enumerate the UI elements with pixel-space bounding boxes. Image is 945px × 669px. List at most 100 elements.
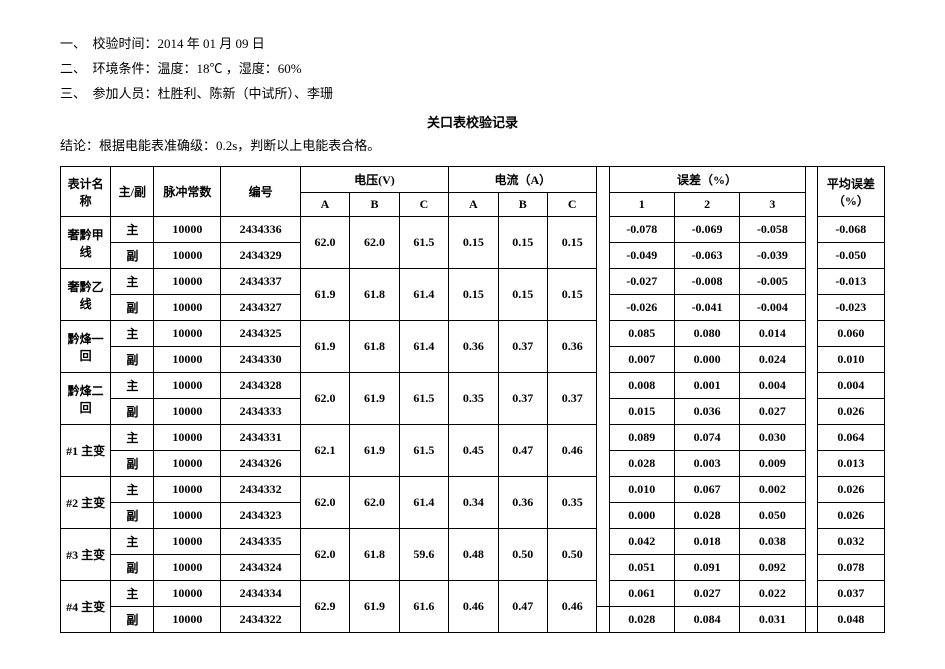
hdr-pulse: 脉冲常数 <box>154 167 221 217</box>
cell-id: 2434332 <box>221 477 300 503</box>
cell-role: 副 <box>111 399 154 425</box>
cell-value: 61.9 <box>350 425 399 477</box>
cell-name: #4 主变 <box>61 581 111 633</box>
cell-pulse: 10000 <box>154 217 221 243</box>
cell-avg: 0.026 <box>817 399 884 425</box>
table-row: #4 主变主10000243433462.961.961.60.460.470.… <box>61 581 885 607</box>
hdr-current: 电流（A） <box>449 167 597 193</box>
cell-value: 0.45 <box>449 425 498 477</box>
gap-cell <box>597 269 609 295</box>
meta-value: 2014 年 01 月 09 日 <box>158 36 265 51</box>
cell-error: -0.049 <box>609 243 674 269</box>
cell-value: 0.35 <box>548 477 597 529</box>
cell-value: 61.6 <box>399 581 448 633</box>
cell-error: 0.000 <box>609 503 674 529</box>
hdr-avg: 平均误差（%） <box>817 167 884 217</box>
cell-avg: 0.037 <box>817 581 884 607</box>
cell-id: 2434337 <box>221 269 300 295</box>
cell-value: 0.15 <box>548 269 597 321</box>
cell-error: 0.080 <box>674 321 739 347</box>
cell-value: 0.37 <box>548 373 597 425</box>
cell-value: 0.46 <box>548 425 597 477</box>
cell-error: -0.058 <box>740 217 805 243</box>
gap-cell <box>805 243 817 269</box>
cell-avg: 0.010 <box>817 347 884 373</box>
hdr-aB: B <box>498 193 547 217</box>
cell-value: 0.15 <box>449 217 498 269</box>
hdr-vB: B <box>350 193 399 217</box>
cell-error: 0.022 <box>740 581 805 607</box>
cell-error: -0.026 <box>609 295 674 321</box>
cell-value: 0.37 <box>498 373 547 425</box>
cell-role: 副 <box>111 243 154 269</box>
cell-avg: -0.013 <box>817 269 884 295</box>
meta-line-1: 一、 校验时间：2014 年 01 月 09 日 <box>60 34 885 55</box>
gap-cell <box>597 295 609 321</box>
cell-pulse: 10000 <box>154 243 221 269</box>
cell-error: 0.027 <box>674 581 739 607</box>
hdr-role: 主/副 <box>111 167 154 217</box>
cell-role: 主 <box>111 477 154 503</box>
cell-value: 62.9 <box>300 581 349 633</box>
cell-value: 0.36 <box>548 321 597 373</box>
cell-role: 主 <box>111 425 154 451</box>
cell-avg: -0.050 <box>817 243 884 269</box>
cell-pulse: 10000 <box>154 477 221 503</box>
cell-value: 61.5 <box>399 425 448 477</box>
cell-role: 主 <box>111 217 154 243</box>
gap-cell <box>597 503 609 529</box>
cell-value: 61.4 <box>399 269 448 321</box>
cell-id: 2434323 <box>221 503 300 529</box>
cell-error: 0.036 <box>674 399 739 425</box>
cell-error: 0.050 <box>740 503 805 529</box>
cell-avg: 0.064 <box>817 425 884 451</box>
cell-avg: 0.013 <box>817 451 884 477</box>
cell-value: 0.15 <box>449 269 498 321</box>
cell-id: 2434333 <box>221 399 300 425</box>
gap-cell <box>597 607 609 633</box>
gap-cell <box>805 347 817 373</box>
cell-name: 黔烽一回 <box>61 321 111 373</box>
cell-value: 62.0 <box>300 477 349 529</box>
cell-avg: 0.048 <box>817 607 884 633</box>
hdr-vA: A <box>300 193 349 217</box>
cell-value: 62.1 <box>300 425 349 477</box>
cell-value: 61.4 <box>399 477 448 529</box>
gap-cell <box>597 477 609 503</box>
cell-id: 2434330 <box>221 347 300 373</box>
cell-id: 2434335 <box>221 529 300 555</box>
cell-value: 61.9 <box>350 373 399 425</box>
cell-name: #3 主变 <box>61 529 111 581</box>
table-row: #2 主变主10000243433262.062.061.40.340.360.… <box>61 477 885 503</box>
cell-id: 2434322 <box>221 607 300 633</box>
cell-error: 0.015 <box>609 399 674 425</box>
cell-value: 61.9 <box>300 321 349 373</box>
cell-id: 2434324 <box>221 555 300 581</box>
gap-cell <box>805 399 817 425</box>
cell-value: 0.47 <box>498 581 547 633</box>
calibration-table: 表计名称 主/副 脉冲常数 编号 电压(V) 电流（A） 误差（%） 平均误差（… <box>60 166 885 633</box>
cell-role: 副 <box>111 347 154 373</box>
cell-id: 2434336 <box>221 217 300 243</box>
gap-cell <box>597 555 609 581</box>
cell-error: 0.085 <box>609 321 674 347</box>
hdr-e1: 1 <box>609 193 674 217</box>
cell-role: 副 <box>111 451 154 477</box>
cell-avg: 0.032 <box>817 529 884 555</box>
hdr-aA: A <box>449 193 498 217</box>
cell-error: 0.067 <box>674 477 739 503</box>
cell-error: -0.027 <box>609 269 674 295</box>
gap-cell <box>597 217 609 243</box>
gap-cell <box>805 529 817 555</box>
cell-error: -0.041 <box>674 295 739 321</box>
cell-avg: -0.068 <box>817 217 884 243</box>
cell-error: 0.018 <box>674 529 739 555</box>
cell-pulse: 10000 <box>154 451 221 477</box>
cell-error: 0.092 <box>740 555 805 581</box>
meta-value: 杜胜利、陈新（中试所）、李珊 <box>158 86 334 101</box>
cell-error: -0.008 <box>674 269 739 295</box>
meta-line-2: 二、 环境条件：温度：18℃ ，湿度：60% <box>60 59 885 80</box>
gap-cell <box>805 503 817 529</box>
gap-cell <box>805 581 817 607</box>
cell-role: 主 <box>111 581 154 607</box>
